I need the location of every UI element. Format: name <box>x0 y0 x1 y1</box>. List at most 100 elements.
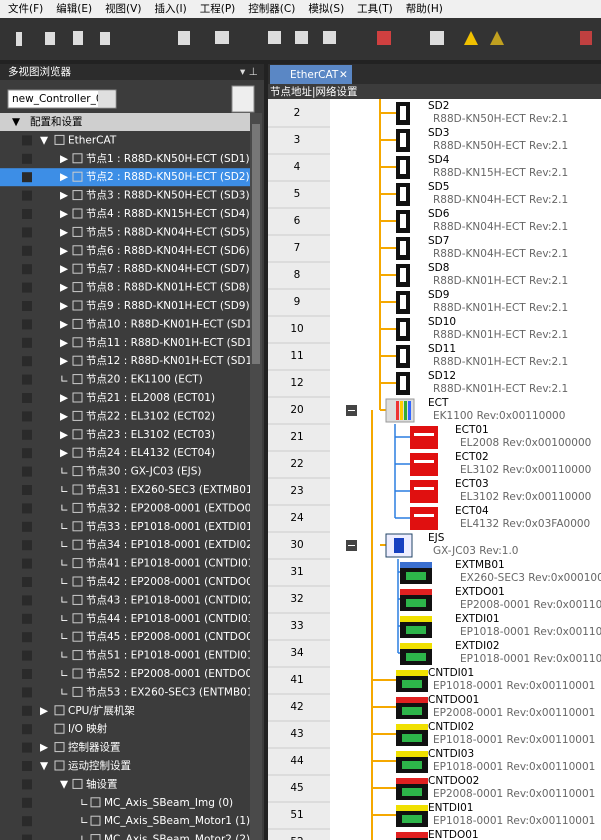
node-name[interactable]: CNTDI03 <box>428 748 474 760</box>
menu-item[interactable]: 文件(F) <box>8 2 43 15</box>
tree-item[interactable]: 节点1 : R88D-KN50H-ECT (SD1) : <box>86 153 256 165</box>
tree-expander[interactable]: ▶ <box>60 282 69 294</box>
tree-expander[interactable]: ▶ <box>60 300 69 312</box>
node-name[interactable]: ECT04 <box>455 505 489 517</box>
tree-expander[interactable]: ∟ <box>60 484 69 496</box>
tree-expander[interactable]: ▼ <box>40 760 49 772</box>
tree-expander[interactable]: ∟ <box>60 502 69 514</box>
tree-expander[interactable]: ∟ <box>60 686 69 698</box>
tab[interactable] <box>270 65 352 84</box>
node-name[interactable]: SD12 <box>428 370 456 382</box>
node-name[interactable]: SD3 <box>428 127 449 139</box>
menu-item[interactable]: 视图(V) <box>105 2 141 15</box>
tree-item[interactable]: 节点44 : EP1018-0001 (CNTDI03) <box>86 613 258 625</box>
tree-item[interactable]: EtherCAT <box>68 134 117 146</box>
tree-item[interactable]: 节点41 : EP1018-0001 (CNTDI01) <box>86 558 258 570</box>
tree-expander[interactable]: ∟ <box>80 815 89 827</box>
tree-expander[interactable]: ▼ <box>40 134 49 146</box>
tree-item[interactable]: 节点5 : R88D-KN04H-ECT (SD5) : <box>86 226 256 238</box>
tree-item[interactable]: 节点12 : R88D-KN01H-ECT (SD12 <box>86 355 259 367</box>
node-name[interactable]: EXTDO01 <box>455 586 505 598</box>
tree-expander[interactable]: ∟ <box>60 613 69 625</box>
menu-item[interactable]: 模拟(S) <box>308 2 344 15</box>
tree-item[interactable]: 控制器设置 <box>68 741 121 754</box>
node-name[interactable]: ECT03 <box>455 478 489 490</box>
tree-item[interactable]: 节点45 : EP2008-0001 (CNTDO02 <box>86 631 260 643</box>
tab-close[interactable]: ✕ <box>339 69 348 81</box>
tree-expander[interactable]: ▶ <box>60 410 69 422</box>
tree-expander[interactable]: ∟ <box>60 668 69 680</box>
tree-expander[interactable]: ∟ <box>60 594 69 606</box>
controller-dropdown[interactable] <box>7 89 117 109</box>
tree-item[interactable]: 节点23 : EL3102 (ECT03) <box>86 429 215 441</box>
tree-expander[interactable]: ▶ <box>60 171 69 183</box>
tree-item[interactable]: 节点51 : EP1018-0001 (ENTDI01) <box>86 650 258 662</box>
node-name[interactable]: ECT <box>428 397 449 409</box>
tree-item[interactable]: 节点9 : R88D-KN01H-ECT (SD9) : <box>86 300 256 312</box>
tree-expander[interactable]: ▶ <box>40 705 49 717</box>
tree-expander[interactable]: ∟ <box>60 631 69 643</box>
tree-expander[interactable]: ∟ <box>60 466 69 478</box>
tree-item[interactable]: 节点4 : R88D-KN15H-ECT (SD4) : <box>86 208 256 220</box>
tree-expander[interactable]: ∟ <box>60 521 69 533</box>
tree-item[interactable]: 节点7 : R88D-KN04H-ECT (SD7) : <box>86 263 256 275</box>
tree-item[interactable]: 节点42 : EP2008-0001 (CNTDO01) <box>86 576 264 588</box>
tree-item[interactable]: 配置和设置 <box>30 116 83 128</box>
node-name[interactable]: EXTMB01 <box>455 559 505 571</box>
controller-icon[interactable] <box>231 85 255 113</box>
node-name[interactable]: CNTDI01 <box>428 667 474 679</box>
tree-expander[interactable]: ▶ <box>60 245 69 257</box>
tree-item[interactable]: 节点10 : R88D-KN01H-ECT (SD10 <box>86 318 259 330</box>
tree-item[interactable]: CPU/扩展机架 <box>68 704 135 717</box>
tree-item[interactable]: 节点2 : R88D-KN50H-ECT (SD2) : <box>86 171 256 183</box>
tree-item[interactable]: 节点20 : EK1100 (ECT) <box>86 374 203 386</box>
node-name[interactable]: CNTDI02 <box>428 721 474 733</box>
tree-item[interactable]: 节点30 : GX-JC03 (EJS) <box>86 466 201 478</box>
node-name[interactable]: ENTDI01 <box>428 802 473 814</box>
tree-expander[interactable]: ∟ <box>80 834 89 840</box>
tree-item[interactable]: 节点11 : R88D-KN01H-ECT (SD11 <box>86 337 259 349</box>
node-name[interactable]: SD11 <box>428 343 456 355</box>
tree-expander[interactable]: ▶ <box>40 742 49 754</box>
node-name[interactable]: EXTDI01 <box>455 613 500 625</box>
tree-expander[interactable]: ∟ <box>60 374 69 386</box>
node-name[interactable]: ECT02 <box>455 451 489 463</box>
node-name[interactable]: SD5 <box>428 181 449 193</box>
tree-expander[interactable]: ▶ <box>60 337 69 349</box>
tree-item[interactable]: MC_Axis_SBeam_Motor1 (1) <box>104 815 250 827</box>
tree-expander[interactable]: ∟ <box>60 576 69 588</box>
dropdown-arrow[interactable] <box>98 91 115 107</box>
menu-item[interactable]: 工程(P) <box>200 3 236 15</box>
tree-item[interactable]: 节点34 : EP1018-0001 (EXTDI02) <box>86 539 257 551</box>
tree-item[interactable]: 节点21 : EL2008 (ECT01) <box>86 392 215 404</box>
tree-expander[interactable]: ▶ <box>60 429 69 441</box>
node-name[interactable]: CNTDO01 <box>428 694 479 706</box>
tree-expander[interactable]: ▶ <box>60 447 69 459</box>
tree-item[interactable]: 运动控制设置 <box>68 759 131 772</box>
tree-item[interactable]: 节点43 : EP1018-0001 (CNTDI02) <box>86 594 258 606</box>
tree-item[interactable]: 节点6 : R88D-KN04H-ECT (SD6) : <box>86 245 256 257</box>
menu-item[interactable]: 帮助(H) <box>406 2 443 15</box>
tree-expander[interactable]: ▶ <box>60 318 69 330</box>
tree-expander[interactable]: ▶ <box>60 226 69 238</box>
tree-expander[interactable]: ▶ <box>60 355 69 367</box>
menu-item[interactable]: 编辑(E) <box>56 2 92 15</box>
node-name[interactable]: EJS <box>428 532 445 544</box>
tree-expander[interactable]: ▶ <box>60 153 69 165</box>
node-name[interactable]: ECT01 <box>455 424 489 436</box>
tree-item[interactable]: 节点31 : EX260-SEC3 (EXTMB01) <box>86 484 257 496</box>
node-name[interactable]: SD7 <box>428 235 449 247</box>
tree-expander[interactable]: ∟ <box>60 558 69 570</box>
node-name[interactable]: SD10 <box>428 316 456 328</box>
panel-pin[interactable]: ▾ ⊥ <box>240 66 258 78</box>
tree-item[interactable]: 节点24 : EL4132 (ECT04) <box>86 447 215 459</box>
tree-expander[interactable]: ▶ <box>60 208 69 220</box>
tree-item[interactable]: 节点33 : EP1018-0001 (EXTDI01) <box>86 521 257 533</box>
tree-item[interactable]: 节点3 : R88D-KN50H-ECT (SD3) : <box>86 190 256 202</box>
tree-item[interactable]: MC_Axis_SBeam_Motor2 (2) <box>104 834 250 840</box>
menu-item[interactable]: 插入(I) <box>154 2 186 15</box>
tree-expander[interactable]: ∟ <box>60 650 69 662</box>
node-name[interactable]: SD6 <box>428 208 450 220</box>
tree-expander[interactable]: ▶ <box>60 263 69 275</box>
tree-expander[interactable]: ▼ <box>12 116 21 128</box>
